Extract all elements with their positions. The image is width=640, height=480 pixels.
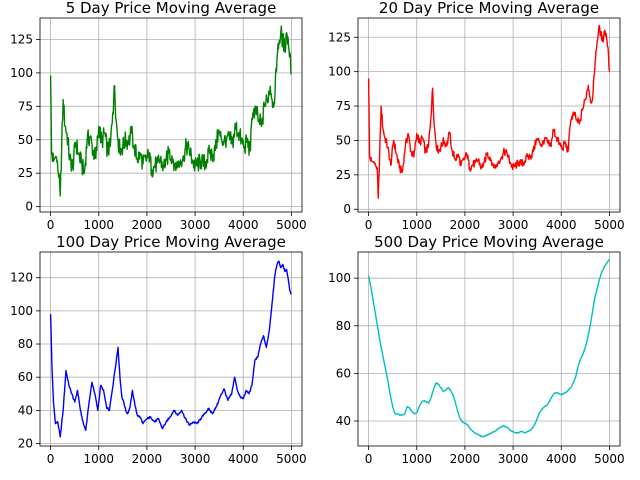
x-tick-label: 0 xyxy=(365,218,373,232)
y-tick-label: 100 xyxy=(328,271,351,285)
y-tick-label: 40 xyxy=(18,403,33,417)
y-tick-label: 100 xyxy=(10,304,33,318)
y-tick-label: 40 xyxy=(336,414,351,428)
x-tick-label: 3000 xyxy=(180,218,211,232)
y-tick-label: 125 xyxy=(328,30,351,44)
y-tick-label: 50 xyxy=(336,133,351,147)
x-tick-label: 5000 xyxy=(276,452,307,466)
y-tick-label: 120 xyxy=(10,271,33,285)
x-tick-label: 1000 xyxy=(401,218,432,232)
chart-title: 500 Day Price Moving Average xyxy=(374,233,604,251)
x-tick-label: 1000 xyxy=(83,452,114,466)
x-tick-label: 2000 xyxy=(132,452,163,466)
y-tick-label: 125 xyxy=(10,32,33,46)
x-tick-label: 2000 xyxy=(132,218,163,232)
x-tick-label: 1000 xyxy=(83,218,114,232)
axes-frame xyxy=(357,251,621,447)
subplot-4: 0 1000 2000 3000 4000 5000 40 60 80 100 500 Day Pr… xyxy=(328,233,625,466)
x-tick-label: 1000 xyxy=(401,452,432,466)
chart-title: 20 Day Price Moving Average xyxy=(379,0,599,17)
y-tick-label: 50 xyxy=(18,133,33,147)
x-tick-label: 2000 xyxy=(450,218,481,232)
y-tick-label: 25 xyxy=(18,166,33,180)
x-tick-label: 4000 xyxy=(546,452,577,466)
y-tick-label: 60 xyxy=(18,370,33,384)
x-tick-label: 3000 xyxy=(180,452,211,466)
y-tick-label: 0 xyxy=(343,202,351,216)
x-tick-label: 3000 xyxy=(498,452,529,466)
chart-title: 100 Day Price Moving Average xyxy=(56,233,286,251)
x-tick-label: 5000 xyxy=(594,452,625,466)
x-tick-label: 5000 xyxy=(276,218,307,232)
y-tick-label: 80 xyxy=(336,319,351,333)
y-tick-label: 60 xyxy=(336,366,351,380)
x-tick-label: 2000 xyxy=(450,452,481,466)
x-tick-label: 0 xyxy=(47,218,55,232)
y-tick-label: 0 xyxy=(25,200,33,214)
x-tick-label: 4000 xyxy=(546,218,577,232)
y-tick-label: 100 xyxy=(328,65,351,79)
series-line xyxy=(49,25,293,197)
x-tick-label: 4000 xyxy=(228,218,259,232)
y-tick-label: 20 xyxy=(18,437,33,451)
chart-title: 5 Day Price Moving Average xyxy=(66,0,277,17)
subplot-2: 0 1000 2000 3000 4000 5000 0 25 50 75 100 125 20 Day… xyxy=(328,0,625,232)
x-tick-label: 0 xyxy=(47,452,55,466)
y-tick-label: 75 xyxy=(336,99,351,113)
axes-frame xyxy=(357,17,621,213)
x-tick-label: 5000 xyxy=(594,218,625,232)
series-line xyxy=(367,24,611,199)
axes-frame xyxy=(39,17,303,213)
series-line xyxy=(49,260,292,438)
x-tick-label: 3000 xyxy=(498,218,529,232)
series-line xyxy=(367,258,611,438)
y-tick-label: 80 xyxy=(18,337,33,351)
subplot-3: 0 1000 2000 3000 4000 5000 20 40 60 80 100 120 100 D… xyxy=(10,233,307,466)
y-tick-label: 100 xyxy=(10,66,33,80)
y-tick-label: 25 xyxy=(336,168,351,182)
subplot-1: 0 1000 2000 3000 4000 5000 0 25 50 75 100 125 5 Day … xyxy=(10,0,307,232)
y-tick-label: 75 xyxy=(18,99,33,113)
axes-frame xyxy=(39,251,303,447)
x-tick-label: 0 xyxy=(365,452,373,466)
x-tick-label: 4000 xyxy=(228,452,259,466)
